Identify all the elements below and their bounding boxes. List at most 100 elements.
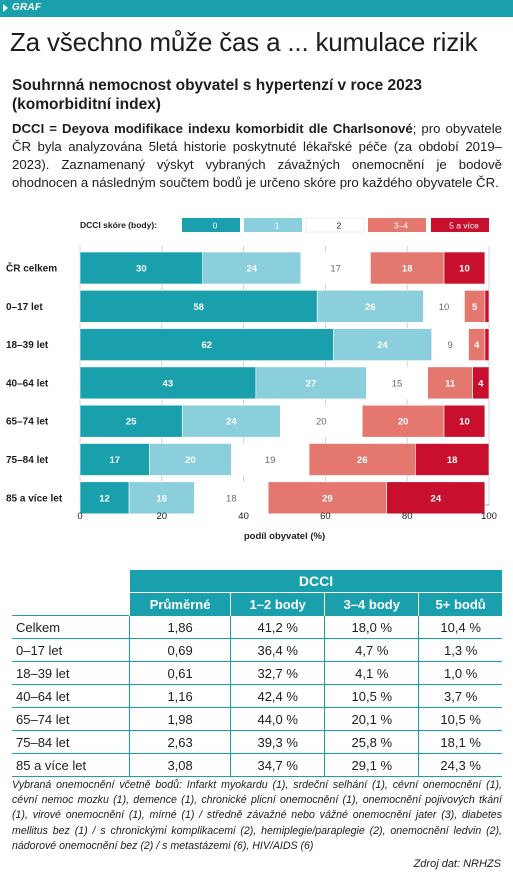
table-row-label: 85 a více let — [12, 753, 130, 777]
bar-segment — [361, 404, 445, 438]
footnote: Vybraná onemocnění včetně bodů: Infarkt … — [12, 779, 502, 852]
table-row-label: 40–64 let — [12, 684, 130, 708]
bar-segment — [79, 328, 334, 361]
table-cell: 41,2 % — [230, 615, 325, 639]
table-row: 75–84 let 2,63 39,3 % 25,8 % 18,1 % — [12, 730, 502, 754]
table-cell: 1,3 % — [418, 638, 502, 662]
legend-swatch — [182, 218, 240, 232]
bar-segment — [79, 404, 183, 438]
data-label: 26 — [357, 455, 368, 466]
table-row: 18–39 let 0,61 32,7 % 4,1 % 1,0 % — [12, 661, 502, 685]
data-label: 24 — [226, 417, 237, 428]
table-cell: 0,61 — [128, 661, 231, 685]
bar-segment — [427, 366, 473, 400]
table-column-header: 5+ bodů — [418, 592, 502, 616]
bar-segment — [255, 366, 367, 400]
legend-label: 0 — [213, 221, 218, 231]
bar-segment — [202, 251, 302, 285]
table-cell: 10,4 % — [418, 615, 502, 639]
category-label: 85 a více let — [6, 493, 63, 504]
description: DCCI = Deyova modifikace indexu komorbid… — [12, 120, 502, 192]
table-cell: 3,08 — [128, 753, 231, 777]
bar-segment — [443, 404, 486, 438]
table-row-label: Celkem — [12, 615, 130, 639]
table-cell: 20,1 % — [324, 707, 419, 731]
table-corner — [12, 570, 130, 593]
bar-segment — [316, 290, 424, 323]
category-label: 65–74 let — [6, 417, 49, 428]
dcci-table: DCCI Průměrné 1–2 body 3–4 body 5+ bodů … — [12, 570, 502, 777]
table-cell: 0,69 — [128, 638, 231, 662]
headline: Za všechno může čas a ... kumulace rizik — [10, 27, 478, 57]
chart-subtitle: Souhrnná nemocnost obyvatel s hypertenzí… — [12, 77, 423, 113]
bar-segment — [267, 481, 388, 515]
x-axis-label: podíl obyvatel (%) — [244, 531, 325, 542]
table-cell: 18,1 % — [418, 730, 502, 754]
data-label: 25 — [126, 417, 137, 428]
description-bold: DCCI = Deyova modifikace indexu komorbid… — [12, 121, 413, 136]
legend-swatch — [244, 218, 302, 232]
table-row-label: 65–74 let — [12, 707, 130, 731]
data-label: 11 — [445, 378, 456, 389]
table-row-label: 0–17 let — [12, 638, 130, 662]
category-label: ČR celkem — [6, 262, 57, 275]
data-label: 27 — [306, 378, 317, 389]
table-row: 65–74 let 1,98 44,0 % 20,1 % 10,5 % — [12, 707, 502, 731]
table-cell: 1,86 — [128, 615, 231, 639]
table-row: Celkem 1,86 41,2 % 18,0 % 10,4 % — [12, 615, 502, 639]
table-cell: 24,3 % — [418, 753, 502, 777]
bar-segment — [194, 481, 269, 515]
data-label: 24 — [431, 493, 442, 504]
table-column-header: 1–2 body — [230, 592, 325, 616]
table-cell: 4,1 % — [324, 661, 419, 685]
data-label: 20 — [316, 417, 327, 428]
data-label: 4 — [478, 378, 484, 389]
data-label: 10 — [459, 264, 470, 275]
description-text: ; pro obyvatele ČR byla analyzována 5let… — [12, 121, 502, 190]
table-column-header: Průměrné — [128, 592, 231, 616]
x-tick-label: 100 — [481, 511, 497, 522]
bar-segment — [181, 404, 281, 438]
bar-segment — [443, 251, 486, 285]
bar-segment — [79, 443, 150, 476]
table-cell: 36,4 % — [230, 638, 325, 662]
table-cell: 18,0 % — [324, 615, 419, 639]
data-label: 19 — [265, 455, 276, 466]
legend-label: 3–4 — [394, 221, 408, 231]
bar-segment — [333, 328, 433, 361]
x-tick-label: 20 — [157, 511, 168, 522]
data-label: 24 — [246, 264, 257, 275]
table-row-label: 75–84 let — [12, 730, 130, 754]
bar-segment — [79, 290, 318, 323]
data-label: 18 — [226, 493, 237, 504]
table-cell: 3,7 % — [418, 684, 502, 708]
table-cell: 42,4 % — [230, 684, 325, 708]
category-label: 75–84 let — [6, 455, 49, 466]
table-cell: 32,7 % — [230, 661, 325, 685]
x-tick-label: 0 — [77, 511, 82, 522]
table-cell: 39,3 % — [230, 730, 325, 754]
data-label: 15 — [392, 378, 403, 389]
x-tick-label: 80 — [402, 511, 413, 522]
table-cell: 1,98 — [128, 707, 231, 731]
bar-segment — [79, 251, 203, 285]
x-tick-label: 60 — [320, 511, 331, 522]
data-label: 10 — [439, 302, 450, 313]
legend-swatch — [368, 218, 426, 232]
data-label: 10 — [459, 417, 470, 428]
graph-tag: GRAF — [0, 0, 513, 17]
bar-segment — [365, 366, 428, 400]
table-cell: 1,16 — [128, 684, 231, 708]
table-cell: 1,0 % — [418, 661, 502, 685]
data-label: 17 — [109, 455, 120, 466]
bar-segment — [231, 443, 310, 476]
data-label: 26 — [365, 302, 376, 313]
bar-segment — [423, 290, 465, 323]
table-row-label: 18–39 let — [12, 661, 130, 685]
legend-title: DCCI skóre (body): — [80, 220, 157, 230]
data-label: 43 — [163, 378, 174, 389]
bar-segment — [386, 481, 486, 515]
category-label: 18–39 let — [6, 340, 49, 351]
table-cell: 10,5 % — [418, 707, 502, 731]
